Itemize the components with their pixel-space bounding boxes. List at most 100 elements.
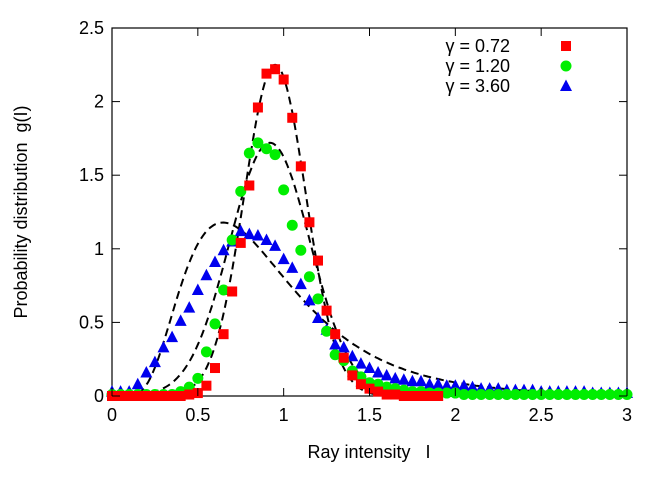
- series-triangle: [106, 224, 633, 399]
- data-point-square: [132, 391, 143, 401]
- x-tick-label: 0.5: [185, 405, 210, 425]
- data-point-square: [184, 389, 195, 400]
- data-point-square: [167, 391, 178, 401]
- data-point-circle: [570, 389, 581, 401]
- data-point-triangle: [286, 261, 299, 273]
- data-point-square: [330, 329, 341, 340]
- data-points: [106, 64, 633, 401]
- data-point-circle: [312, 293, 324, 305]
- data-point-triangle: [234, 224, 247, 237]
- data-point-triangle: [432, 377, 445, 390]
- data-point-circle: [561, 389, 573, 401]
- data-point-circle: [329, 349, 341, 361]
- data-point-triangle: [166, 330, 179, 343]
- data-point-circle: [278, 184, 290, 196]
- data-point-circle: [604, 389, 616, 401]
- data-point-triangle: [183, 301, 196, 313]
- data-point-square: [287, 112, 298, 123]
- data-point-square: [338, 352, 349, 363]
- data-point-triangle: [140, 365, 153, 378]
- data-point-square: [210, 363, 220, 374]
- data-point-triangle: [346, 349, 359, 362]
- data-point-square: [295, 161, 306, 172]
- data-point-triangle: [217, 243, 230, 256]
- data-point-circle: [552, 389, 564, 401]
- legend-label: γ = 0.72: [445, 36, 510, 56]
- y-tick-label: 1: [94, 239, 104, 259]
- data-point-triangle: [269, 239, 282, 251]
- data-point-circle: [235, 185, 247, 197]
- y-tick-label: 0.5: [79, 312, 104, 332]
- data-point-circle: [544, 389, 556, 401]
- data-point-triangle: [131, 377, 144, 390]
- data-point-square: [304, 217, 315, 228]
- data-point-square: [124, 391, 135, 401]
- data-point-triangle: [191, 283, 204, 296]
- data-point-triangle: [329, 337, 342, 350]
- data-point-square: [141, 391, 152, 401]
- data-point-circle: [286, 219, 298, 231]
- legend-marker-triangle: [560, 79, 572, 91]
- data-point-circle: [527, 389, 539, 401]
- y-tick-label: 2.5: [79, 18, 104, 38]
- data-point-square: [390, 389, 401, 400]
- data-point-circle: [518, 389, 530, 401]
- data-point-triangle: [354, 357, 367, 369]
- data-point-circle: [441, 387, 453, 399]
- y-tick-label: 2: [94, 92, 104, 112]
- data-point-triangle: [157, 340, 170, 353]
- data-point-triangle: [260, 233, 273, 245]
- data-point-circle: [303, 271, 315, 283]
- data-point-circle: [578, 389, 590, 401]
- data-point-triangle: [466, 380, 479, 393]
- data-point-circle: [261, 143, 272, 155]
- fit-curve-2: [112, 141, 627, 397]
- x-tick-label: 2.5: [529, 405, 554, 425]
- data-point-triangle: [200, 268, 213, 281]
- data-point-circle: [484, 389, 496, 401]
- data-point-square: [252, 102, 263, 113]
- data-point-square: [321, 305, 332, 316]
- data-point-circle: [200, 346, 212, 358]
- data-point-triangle: [380, 368, 393, 381]
- x-tick-label: 2: [450, 405, 460, 425]
- axes: 0 0.5 1 1.5 2 2.5 3 0 0.5 1 1.5 2 2.5: [79, 18, 632, 425]
- x-axis-label: Ray intensity I: [307, 442, 430, 462]
- data-point-triangle: [372, 365, 385, 378]
- data-point-circle: [475, 389, 487, 401]
- data-point-square: [407, 391, 418, 401]
- data-point-square: [424, 391, 435, 401]
- data-point-triangle: [312, 311, 324, 323]
- data-point-square: [313, 255, 323, 266]
- data-point-square: [416, 391, 426, 401]
- data-point-triangle: [440, 379, 453, 391]
- data-point-square: [261, 68, 272, 79]
- data-point-triangle: [251, 229, 264, 241]
- data-point-circle: [209, 318, 221, 330]
- data-point-square: [158, 391, 169, 401]
- plot-frame: [111, 27, 628, 397]
- data-point-triangle: [449, 379, 462, 391]
- data-point-triangle: [148, 355, 161, 368]
- series-circle: [106, 137, 633, 401]
- data-point-square: [227, 286, 238, 297]
- fit-curves: [112, 63, 627, 397]
- data-point-square: [218, 329, 229, 340]
- data-point-triangle: [277, 252, 290, 265]
- x-tick-label: 1.5: [357, 405, 382, 425]
- data-point-square: [149, 391, 160, 401]
- data-point-triangle: [209, 255, 221, 268]
- data-point-square: [115, 391, 126, 401]
- data-point-square: [381, 389, 392, 400]
- data-point-circle: [269, 149, 281, 161]
- data-point-square: [347, 370, 358, 381]
- x-tick-label: 1: [279, 405, 289, 425]
- data-point-circle: [243, 147, 255, 159]
- data-point-circle: [595, 389, 607, 401]
- y-tick-label: 1.5: [79, 165, 104, 185]
- data-point-triangle: [397, 373, 410, 385]
- data-point-triangle: [389, 371, 402, 384]
- data-point-circle: [587, 389, 599, 401]
- data-point-square: [278, 74, 289, 85]
